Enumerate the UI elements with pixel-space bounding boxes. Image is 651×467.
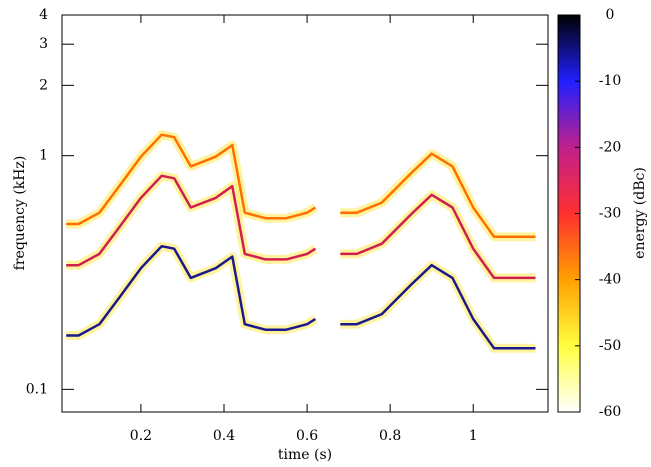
colorbar-tick-label: -50 (599, 338, 622, 354)
harmonic-track (340, 152, 536, 238)
plot-frame (61, 14, 549, 413)
y-tick-label: 1 (39, 148, 48, 164)
y-tick-label: 2 (39, 77, 48, 93)
y-tick-label: 3 (39, 36, 48, 52)
harmonic-track (66, 174, 317, 267)
x-tick-label: 1 (469, 428, 478, 444)
harmonic-track (340, 263, 536, 350)
harmonic-track (66, 133, 317, 226)
y-tick-label: 4 (39, 7, 48, 23)
colorbar-label: energy (dBc) (632, 167, 648, 259)
colorbar-tick-label: -30 (599, 206, 622, 222)
colorbar-tick-label: -10 (599, 73, 622, 89)
x-tick-label: 0.8 (379, 428, 401, 444)
colorbar-tick-label: -20 (599, 139, 622, 155)
x-tick-label: 0.2 (130, 428, 152, 444)
colorbar-tick-label: -40 (599, 272, 622, 288)
harmonic-track (340, 193, 536, 280)
y-axis-label: frequency (kHz) (12, 156, 28, 271)
x-tick-label: 0.4 (213, 428, 235, 444)
x-axis-label: time (s) (278, 447, 332, 463)
colorbar-tick-label: -60 (599, 404, 622, 420)
colorbar-tick-label: 0 (606, 7, 615, 23)
x-tick-label: 0.6 (296, 428, 318, 444)
plot-area (66, 130, 536, 353)
y-tick-label: 0.1 (26, 381, 48, 397)
harmonic-track (66, 244, 317, 337)
